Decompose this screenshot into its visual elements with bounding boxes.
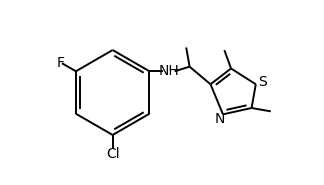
Text: Cl: Cl	[106, 147, 120, 161]
Text: NH: NH	[158, 64, 179, 78]
Text: S: S	[258, 75, 267, 89]
Text: N: N	[215, 112, 225, 125]
Text: F: F	[57, 56, 65, 70]
